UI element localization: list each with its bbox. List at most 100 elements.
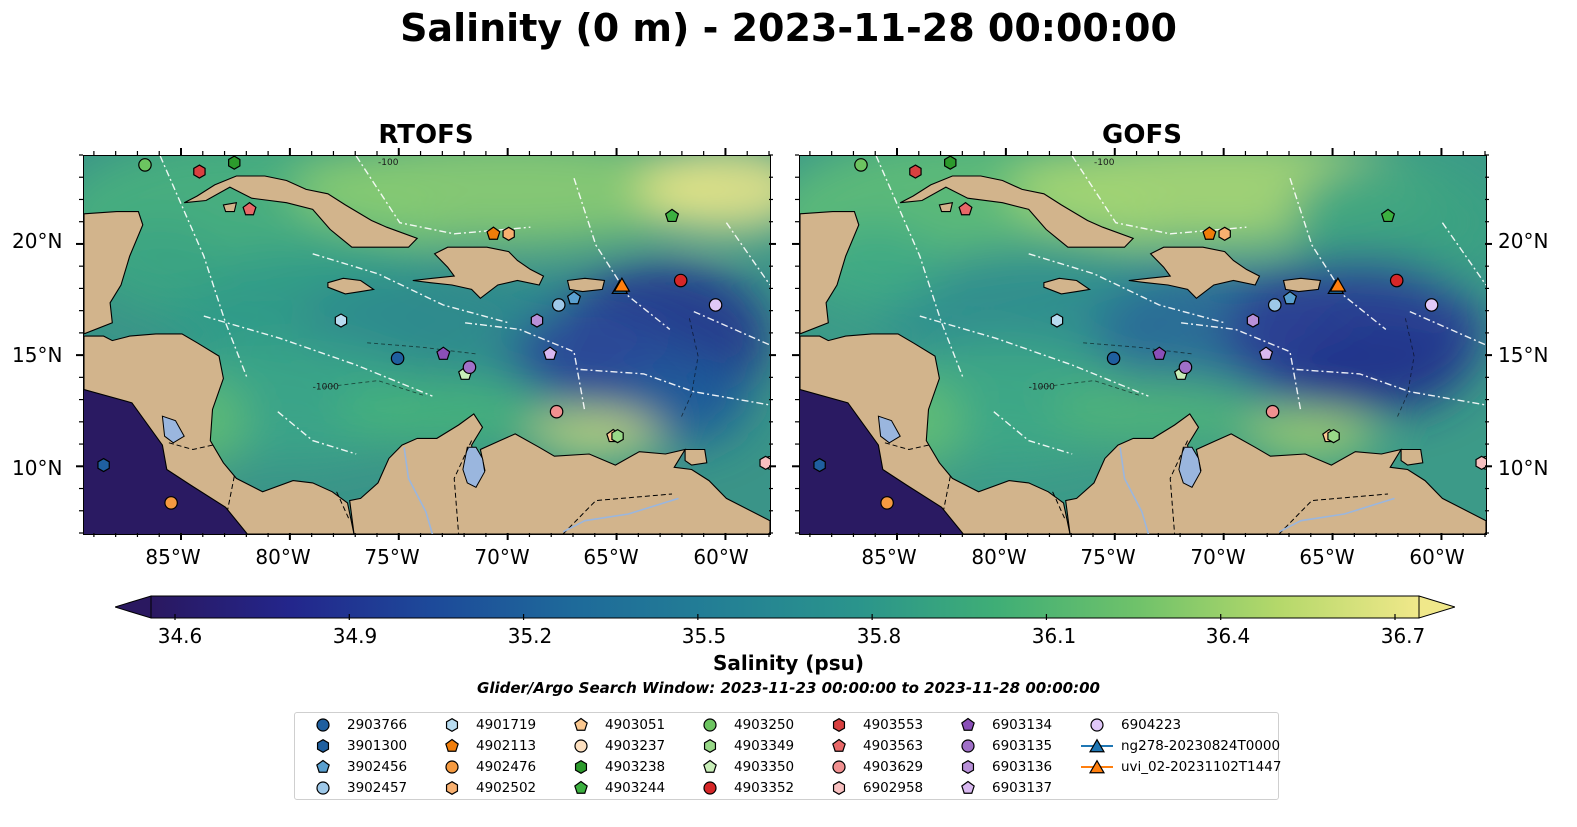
argo-float-4903349[interactable] (611, 428, 624, 444)
argo-float-6903137[interactable] (542, 346, 558, 360)
legend-label: 4902113 (476, 738, 537, 754)
argo-float-3902456[interactable] (566, 290, 582, 305)
argo-float-6904223[interactable] (1424, 298, 1439, 312)
panel-title-gofs: GOFS (1102, 120, 1182, 150)
contour-label: -100 (378, 158, 399, 168)
country-border (1169, 440, 1189, 534)
argo-float-4903629[interactable] (549, 404, 564, 419)
argo-float-4903629[interactable] (1265, 404, 1280, 419)
lon-label-60w: 60°W (1409, 545, 1465, 569)
eez-boundary (1409, 310, 1486, 346)
eez-boundary (355, 156, 531, 235)
pacific-ocean (800, 389, 964, 534)
argo-float-4903238[interactable] (944, 156, 957, 170)
argo-float-6903136[interactable] (530, 313, 544, 328)
land-hispaniola (1128, 246, 1261, 300)
argo-float-6903135[interactable] (1178, 360, 1193, 375)
argo-float-6904223[interactable] (708, 298, 723, 312)
argo-float-6902958[interactable] (1475, 455, 1486, 471)
legend-marker-pentagon (832, 738, 846, 752)
argo-float-4903352[interactable] (1389, 273, 1404, 288)
land-yucatan (84, 211, 144, 335)
argo-float-6903134[interactable] (1152, 346, 1167, 360)
argo-float-4902113[interactable] (486, 226, 501, 240)
colorbar-extend-max (1418, 595, 1455, 619)
panel-title-rtofs: RTOFS (378, 120, 474, 150)
legend-label: 6903134 (992, 717, 1053, 733)
argo-float-4903563[interactable] (242, 201, 257, 216)
legend-marker-hexagon (703, 739, 717, 753)
lon-label-70w: 70°W (474, 545, 530, 569)
argo-float-4901719[interactable] (1050, 313, 1064, 328)
legend: 2903766 3901300 3902456 3902457 4901719 49021… (294, 712, 1281, 800)
argo-float-6903136[interactable] (1246, 313, 1260, 328)
eez-boundary (277, 411, 357, 455)
argo-float-4903250[interactable] (138, 158, 152, 172)
argo-float-6903134[interactable] (436, 346, 451, 360)
legend-marker-hexagon (316, 739, 330, 753)
argo-float-6903137[interactable] (1258, 346, 1274, 360)
legend-label: 3902457 (347, 780, 408, 796)
colorbar-tick: 36.7 (1380, 624, 1426, 648)
land-puerto-rico (1282, 277, 1322, 293)
map-panel-rtofs[interactable]: -1000 -100 (83, 155, 771, 535)
argo-float-4902113[interactable] (1202, 226, 1217, 240)
colorbar-label: Salinity (psu) (712, 651, 864, 675)
bathymetry-contour (1083, 342, 1193, 355)
argo-float-3902457[interactable] (1267, 298, 1282, 312)
eez-boundary (1071, 156, 1247, 235)
lake-nicaragua (161, 415, 185, 444)
bathymetry-contour (367, 342, 477, 355)
river (1278, 497, 1395, 533)
argo-float-4903349[interactable] (1327, 428, 1340, 444)
land-isla-juventud (222, 202, 238, 213)
argo-float-4903250[interactable] (854, 158, 868, 172)
argo-float-3902456[interactable] (1282, 290, 1298, 305)
argo-float-3901300[interactable] (97, 457, 110, 473)
argo-float-4903244[interactable] (1380, 208, 1396, 223)
salinity-map-rtofs: -1000 -100 (84, 156, 770, 534)
argo-float-4903553[interactable] (909, 164, 922, 179)
land-cuba (899, 175, 1135, 248)
land-trinidad (1400, 448, 1424, 466)
argo-float-4901719[interactable] (334, 313, 348, 328)
argo-float-4903238[interactable] (228, 156, 241, 170)
argo-float-4902476[interactable] (880, 496, 894, 510)
lon-label-75w: 75°W (364, 545, 420, 569)
legend-label: 4903350 (734, 759, 795, 775)
river (562, 497, 679, 533)
eez-boundary (1296, 368, 1486, 406)
land-central-america (84, 333, 355, 534)
colorbar-gradient (150, 595, 1420, 619)
argo-float-3902457[interactable] (551, 298, 566, 312)
legend-label: 4903237 (605, 738, 666, 754)
legend-label: 4903629 (863, 759, 924, 775)
salinity-field (84, 156, 770, 468)
legend-marker-circle (574, 739, 588, 753)
colorbar-tick: 35.2 (507, 624, 553, 648)
legend-marker-circle (961, 739, 975, 753)
lon-label-80w: 80°W (255, 545, 311, 569)
argo-float-4903563[interactable] (958, 201, 973, 216)
argo-float-4903553[interactable] (193, 164, 206, 179)
argo-float-2903766[interactable] (1106, 351, 1121, 366)
land-trinidad (684, 448, 708, 466)
argo-float-4902476[interactable] (164, 496, 178, 510)
eez-boundary (1289, 177, 1387, 330)
argo-float-2903766[interactable] (390, 351, 405, 366)
argo-float-4902502[interactable] (1218, 226, 1231, 242)
glider-uvi_02-20231102T1447[interactable] (1329, 277, 1347, 292)
legend-marker-triangle-line (1081, 759, 1113, 774)
argo-float-4903244[interactable] (664, 208, 680, 223)
colorbar-tick: 34.6 (157, 624, 203, 648)
argo-float-4902502[interactable] (502, 226, 515, 242)
salinity-map-gofs: -1000 -100 (800, 156, 1486, 534)
argo-float-6903135[interactable] (462, 360, 477, 375)
argo-float-3901300[interactable] (813, 457, 826, 473)
argo-float-6902958[interactable] (759, 455, 770, 471)
argo-float-4903352[interactable] (673, 273, 688, 288)
legend-label: ng278-20230824T0000 (1121, 738, 1281, 754)
eez-boundary (1441, 222, 1486, 286)
map-panel-gofs[interactable]: -1000 -100 (799, 155, 1487, 535)
glider-uvi_02-20231102T1447[interactable] (613, 277, 631, 292)
